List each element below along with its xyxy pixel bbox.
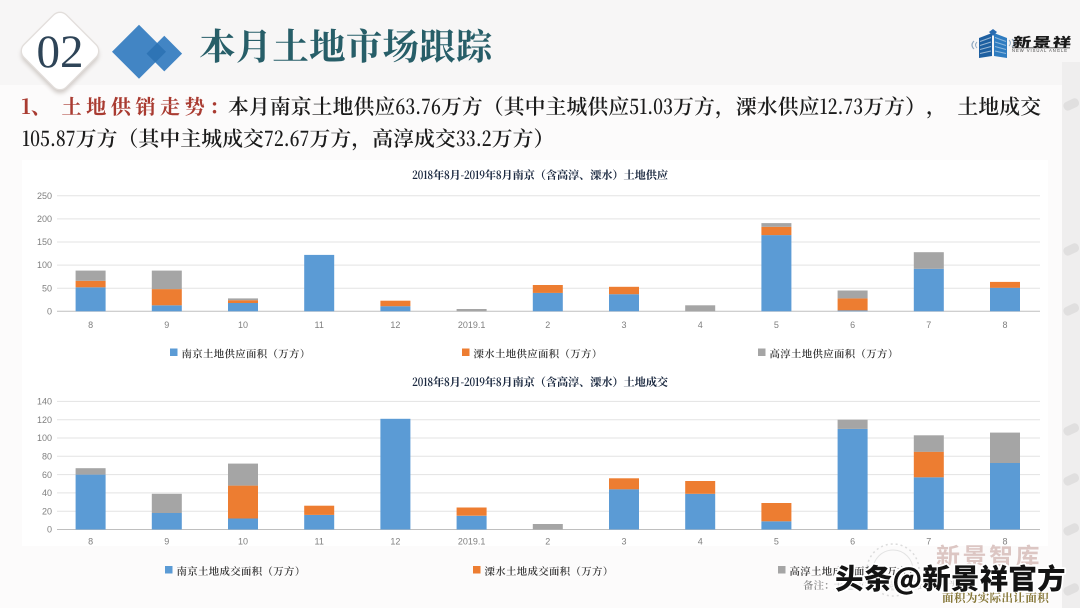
svg-text:11: 11	[315, 537, 324, 547]
svg-text:4: 4	[698, 537, 703, 547]
svg-text:80: 80	[42, 451, 52, 461]
svg-text:02: 02	[37, 26, 84, 78]
svg-text:12: 12	[390, 537, 400, 547]
svg-text:100: 100	[37, 433, 52, 443]
svg-text:9: 9	[164, 320, 169, 330]
svg-text:50: 50	[42, 283, 52, 293]
svg-text:100: 100	[37, 260, 52, 270]
svg-text:8: 8	[88, 320, 93, 330]
svg-text:8: 8	[1002, 320, 1007, 330]
svg-text:9: 9	[164, 537, 169, 547]
svg-text:200: 200	[37, 214, 52, 224]
svg-text:7: 7	[926, 320, 931, 330]
svg-text:60: 60	[42, 470, 52, 480]
svg-text:0: 0	[47, 525, 52, 535]
svg-text:140: 140	[37, 397, 52, 407]
svg-text:120: 120	[37, 415, 52, 425]
svg-text:NEW VISUAL ANGLE: NEW VISUAL ANGLE	[1012, 48, 1068, 53]
svg-text:8: 8	[1002, 537, 1007, 547]
svg-text:3: 3	[621, 320, 626, 330]
svg-text:0: 0	[47, 306, 52, 316]
svg-text:2: 2	[545, 537, 550, 547]
svg-text:2019.1: 2019.1	[458, 537, 486, 547]
svg-text:8: 8	[88, 537, 93, 547]
svg-text:5: 5	[774, 537, 779, 547]
svg-text:10: 10	[238, 537, 248, 547]
svg-text:250: 250	[37, 191, 52, 201]
svg-text:2: 2	[545, 320, 550, 330]
svg-text:5: 5	[774, 320, 779, 330]
svg-text:6: 6	[850, 320, 855, 330]
svg-text:40: 40	[42, 488, 52, 498]
svg-text:7: 7	[926, 537, 931, 547]
svg-text:11: 11	[315, 320, 324, 330]
svg-text:3: 3	[621, 537, 626, 547]
svg-text:10: 10	[238, 320, 248, 330]
svg-text:12: 12	[390, 320, 400, 330]
svg-text:6: 6	[850, 537, 855, 547]
svg-text:20: 20	[42, 506, 52, 516]
svg-text:2019.1: 2019.1	[458, 320, 486, 330]
svg-text:4: 4	[698, 320, 703, 330]
svg-text:150: 150	[37, 237, 52, 247]
